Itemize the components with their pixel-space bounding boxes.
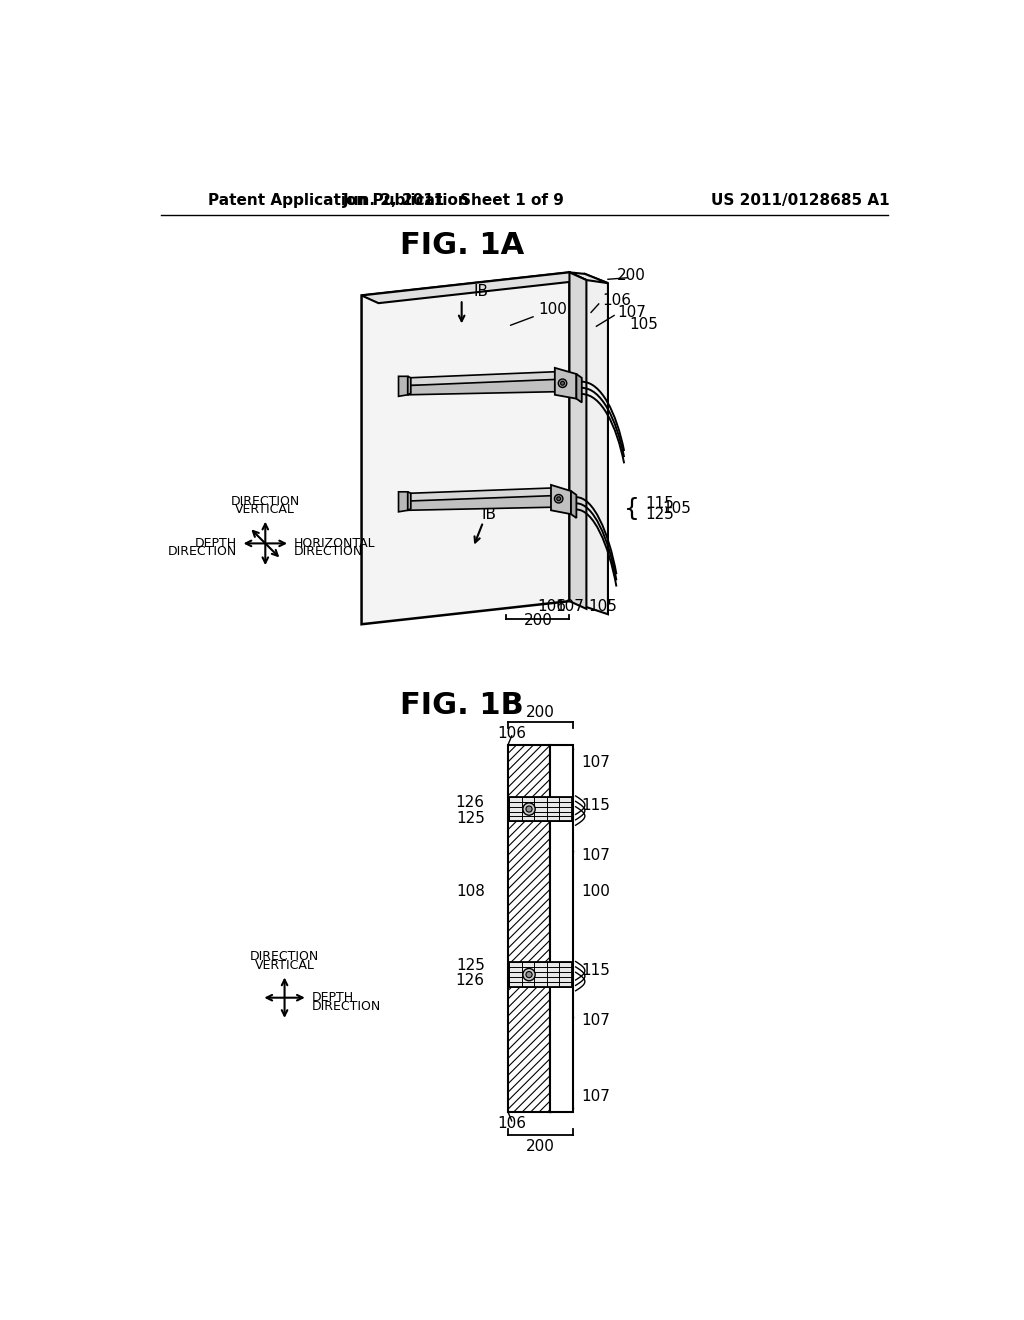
- Text: 200: 200: [616, 268, 645, 282]
- Polygon shape: [585, 275, 608, 614]
- Text: 126: 126: [456, 973, 484, 989]
- Circle shape: [526, 972, 532, 978]
- Text: IB: IB: [482, 507, 497, 523]
- Text: VERTICAL: VERTICAL: [255, 958, 314, 972]
- Text: 100: 100: [510, 302, 567, 325]
- Text: 107: 107: [581, 755, 610, 770]
- Bar: [550, 744, 573, 1111]
- Polygon shape: [398, 376, 408, 396]
- Text: 105: 105: [588, 599, 616, 614]
- Bar: [508, 744, 550, 1111]
- Bar: [509, 797, 571, 821]
- Polygon shape: [361, 272, 587, 304]
- Circle shape: [523, 803, 536, 816]
- Text: {: {: [625, 496, 640, 521]
- Bar: [509, 962, 571, 987]
- Polygon shape: [408, 492, 411, 511]
- Text: 107: 107: [617, 305, 646, 319]
- Text: 106: 106: [538, 599, 566, 614]
- Circle shape: [526, 807, 532, 812]
- Text: 200: 200: [525, 705, 555, 721]
- Polygon shape: [408, 379, 556, 395]
- Circle shape: [558, 379, 566, 388]
- Polygon shape: [408, 488, 553, 502]
- Text: 108: 108: [456, 884, 484, 899]
- Text: 107: 107: [581, 1089, 610, 1104]
- Polygon shape: [361, 272, 569, 624]
- Text: DIRECTION: DIRECTION: [230, 495, 300, 508]
- Text: 100: 100: [581, 884, 610, 899]
- Text: FIG. 1A: FIG. 1A: [399, 231, 524, 260]
- Polygon shape: [577, 374, 582, 403]
- Text: Patent Application Publication: Patent Application Publication: [208, 193, 468, 209]
- Text: 105: 105: [630, 317, 658, 333]
- Text: HORIZONTAL: HORIZONTAL: [294, 537, 376, 550]
- Text: 106: 106: [602, 293, 632, 309]
- Text: 107: 107: [556, 599, 585, 614]
- Text: 106: 106: [498, 726, 526, 741]
- Text: FIG. 1B: FIG. 1B: [399, 690, 523, 719]
- Text: DEPTH: DEPTH: [195, 537, 237, 550]
- Polygon shape: [398, 492, 408, 512]
- Text: 200: 200: [525, 1139, 555, 1154]
- Text: DIRECTION: DIRECTION: [294, 545, 364, 558]
- Text: DIRECTION: DIRECTION: [250, 950, 319, 964]
- Text: DEPTH: DEPTH: [311, 991, 353, 1005]
- Text: 200: 200: [524, 612, 553, 628]
- Text: IB: IB: [473, 284, 488, 300]
- Text: 107: 107: [581, 847, 610, 863]
- Text: 125: 125: [456, 958, 484, 973]
- Text: VERTICAL: VERTICAL: [236, 503, 295, 516]
- Polygon shape: [569, 272, 608, 284]
- Circle shape: [560, 381, 564, 385]
- Polygon shape: [555, 368, 577, 399]
- Text: 115: 115: [581, 964, 610, 978]
- Text: 126: 126: [456, 796, 484, 810]
- Text: DIRECTION: DIRECTION: [311, 1001, 381, 1014]
- Polygon shape: [571, 491, 577, 517]
- Text: 105: 105: [662, 502, 691, 516]
- Text: 115: 115: [581, 797, 610, 813]
- Text: 115: 115: [645, 496, 674, 511]
- Polygon shape: [569, 272, 587, 609]
- Text: 107: 107: [581, 1014, 610, 1028]
- Text: DIRECTION: DIRECTION: [168, 545, 237, 558]
- Text: 106: 106: [498, 1115, 526, 1131]
- Text: US 2011/0128685 A1: US 2011/0128685 A1: [711, 193, 890, 209]
- Circle shape: [523, 969, 536, 981]
- Text: 125: 125: [456, 810, 484, 826]
- Polygon shape: [408, 376, 411, 395]
- Polygon shape: [408, 372, 556, 385]
- Polygon shape: [408, 496, 553, 511]
- Text: 125: 125: [645, 507, 674, 523]
- Text: Jun. 2, 2011   Sheet 1 of 9: Jun. 2, 2011 Sheet 1 of 9: [343, 193, 565, 209]
- Polygon shape: [551, 484, 571, 515]
- Circle shape: [554, 495, 563, 503]
- Circle shape: [557, 496, 560, 500]
